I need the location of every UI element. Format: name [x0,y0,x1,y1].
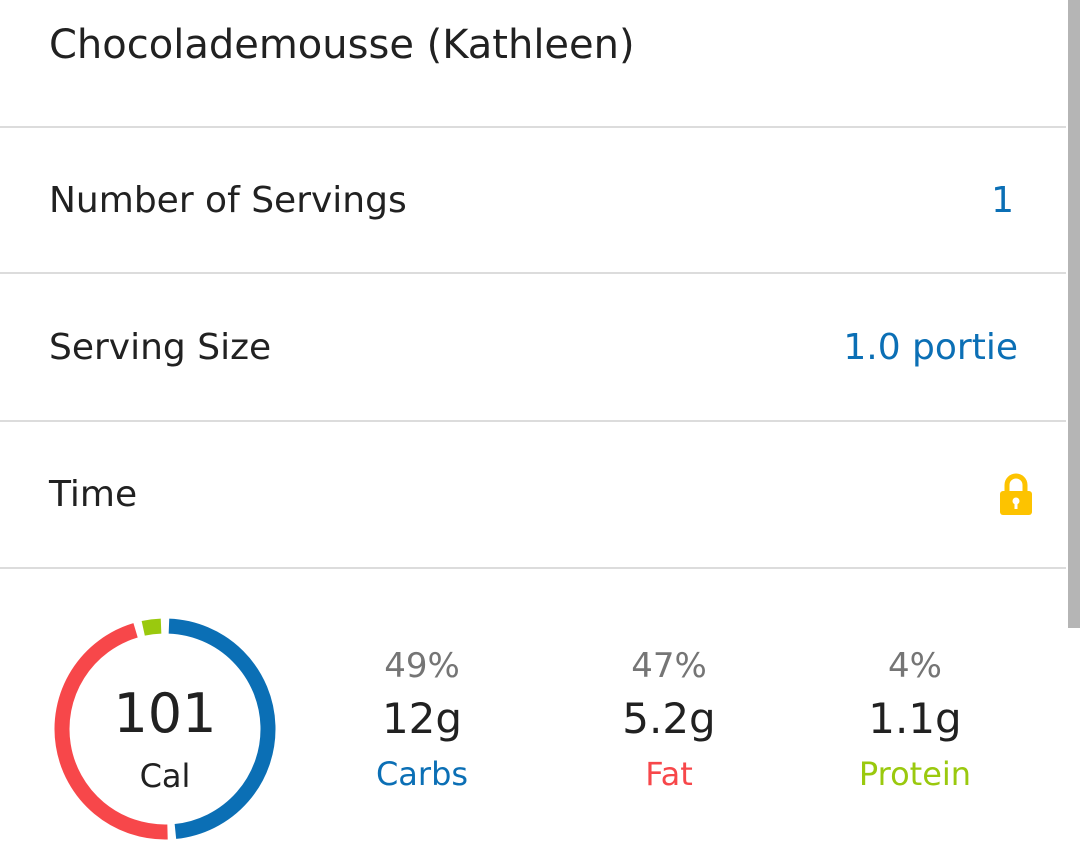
carbs-label: Carbs [375,755,469,793]
ring-segment-carbs [168,618,276,839]
fat-grams: 5.2g [622,694,716,743]
calories-value: 101 [113,682,217,745]
number-of-servings-row[interactable]: Number of Servings 1 [0,128,1066,274]
fat-label: Fat [645,755,693,793]
protein-label: Protein [858,755,972,793]
carbs-grams: 12g [381,694,463,743]
time-label: Time [49,474,138,515]
calorie-ring-chart [54,618,276,840]
scrollbar[interactable] [1068,0,1080,628]
serving-size-value[interactable]: 1.0 portie [843,327,1018,368]
lock-icon[interactable] [998,472,1034,516]
recipe-title: Chocolademousse (Kathleen) [49,22,635,68]
ring-segment-fat [54,623,168,840]
protein-percent: 4% [888,646,942,686]
serving-size-row[interactable]: Serving Size 1.0 portie [0,274,1066,422]
protein-grams: 1.1g [868,694,962,743]
recipe-title-row: Chocolademousse (Kathleen) [0,0,1066,128]
ring-segment-protein [141,618,162,636]
time-row[interactable]: Time [0,422,1066,569]
number-of-servings-value[interactable]: 1 [991,180,1014,221]
carbs-percent: 49% [384,646,460,686]
serving-size-label: Serving Size [49,327,272,368]
calories-label: Cal [139,757,191,795]
number-of-servings-label: Number of Servings [49,180,407,221]
fat-percent: 47% [631,646,707,686]
